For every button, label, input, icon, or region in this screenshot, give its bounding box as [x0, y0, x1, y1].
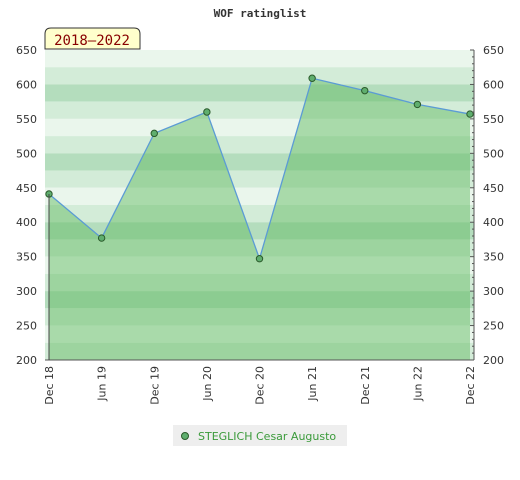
- x-tick-label: Jun 22: [411, 366, 424, 402]
- y-tick-label: 500: [16, 147, 37, 160]
- series-area: [49, 78, 470, 360]
- grid-band: [45, 308, 474, 326]
- period-badge-label: 2018–2022: [54, 33, 130, 49]
- y-tick-label: 400: [16, 216, 37, 229]
- data-point: [361, 86, 369, 95]
- data-point: [413, 100, 422, 109]
- y-tick-label: 250: [483, 320, 504, 333]
- y-tick-label: 350: [16, 251, 37, 264]
- grid-band: [45, 153, 474, 171]
- legend-box: [173, 425, 347, 446]
- y-tick-label: 400: [483, 216, 504, 229]
- grid-band: [45, 239, 474, 257]
- data-point: [97, 234, 106, 242]
- y-tick-label: 550: [483, 113, 504, 126]
- grid-band: [45, 50, 474, 68]
- grid-band: [45, 84, 474, 102]
- x-tick-label: Dec 21: [359, 366, 372, 405]
- legend-series-name: STEGLICH Cesar Augusto: [198, 430, 336, 443]
- y-tick-label: 450: [483, 182, 504, 195]
- y-tick-label: 550: [16, 113, 37, 126]
- y-tick-label: 350: [483, 251, 504, 264]
- data-point: [308, 74, 316, 82]
- data-point: [466, 110, 474, 118]
- x-tick-label: Jun 19: [96, 366, 109, 402]
- legend: STEGLICH Cesar Augusto: [173, 425, 347, 446]
- y-tick-label: 650: [483, 44, 504, 57]
- grid-band: [45, 256, 474, 274]
- grid-band: [45, 205, 474, 223]
- x-tick-label: Jun 20: [201, 366, 214, 402]
- grid-band: [45, 325, 474, 343]
- area-fill: [49, 78, 470, 360]
- y-tick-label: 300: [16, 285, 37, 298]
- y-axis-left-labels: 200 250 300 350 400 450 500 550 600 650: [16, 44, 37, 367]
- grid-band: [45, 342, 474, 360]
- grid-band: [45, 222, 474, 240]
- period-badge: 2018–2022: [44, 27, 141, 50]
- grid-band: [45, 170, 474, 188]
- grid-band: [45, 273, 474, 292]
- chart-title: WOF ratinglist: [214, 7, 307, 20]
- x-tick-label: Jun 21: [306, 366, 319, 402]
- y-tick-label: 600: [16, 78, 37, 91]
- y-tick-label: 250: [16, 320, 37, 333]
- data-point: [255, 255, 264, 263]
- y-tick-label: 650: [16, 44, 37, 57]
- x-tick-label: Dec 22: [464, 366, 477, 405]
- y-tick-label: 450: [16, 182, 37, 195]
- grid-band: [45, 187, 474, 205]
- grid-band: [45, 136, 474, 154]
- y-tick-label: 500: [483, 147, 504, 160]
- background-bands: [45, 50, 474, 360]
- grid-band: [45, 291, 474, 309]
- x-tick-label: Dec 19: [148, 366, 161, 405]
- grid-band: [45, 101, 474, 119]
- y-tick-label: 200: [16, 354, 37, 367]
- y-tick-label: 300: [483, 285, 504, 298]
- y-tick-label: 600: [483, 78, 504, 91]
- data-point: [150, 129, 158, 138]
- data-points: [45, 74, 474, 263]
- grid-band: [45, 67, 474, 85]
- y-tick-label: 200: [483, 354, 504, 367]
- axes: [45, 49, 475, 361]
- x-tick-label: Dec 20: [254, 366, 267, 405]
- legend-marker: [181, 432, 189, 440]
- x-tick-label: Dec 18: [43, 366, 56, 405]
- data-point: [203, 108, 211, 116]
- y-axis-right-labels: 200 250 300 350 400 450 500 550 600 650: [483, 44, 504, 367]
- x-axis-labels: Dec 18 Jun 19 Dec 19 Jun 20 Dec 20 Jun 21 Dec …: [43, 366, 477, 405]
